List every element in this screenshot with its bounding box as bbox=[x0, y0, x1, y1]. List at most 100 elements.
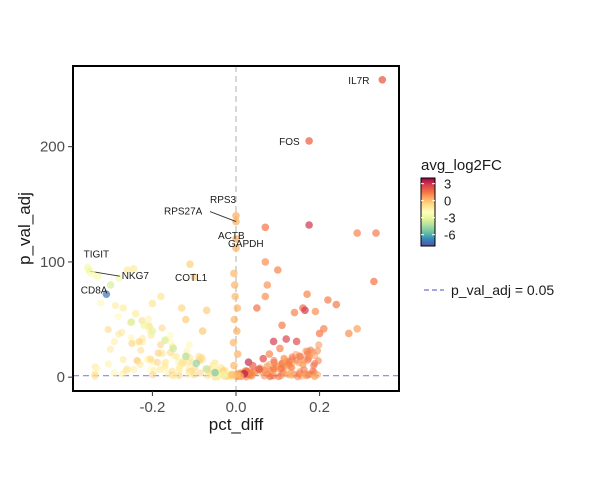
gene-point bbox=[255, 365, 263, 373]
gene-point bbox=[157, 292, 165, 301]
gene-point bbox=[110, 338, 118, 346]
colorbar-tick-label: 0 bbox=[444, 194, 451, 209]
gene-point bbox=[158, 324, 166, 332]
gene-point bbox=[192, 359, 201, 368]
gene-point bbox=[140, 321, 148, 330]
gene-label: COTL1 bbox=[175, 273, 208, 284]
gene-point bbox=[228, 371, 236, 379]
gene-point bbox=[230, 361, 238, 370]
gene-point bbox=[147, 355, 155, 363]
gene-point bbox=[287, 371, 296, 379]
gene-point bbox=[144, 315, 152, 323]
gene-point bbox=[231, 292, 239, 301]
gene-point bbox=[294, 373, 302, 381]
labeled-gene-point bbox=[378, 76, 387, 84]
gene-point bbox=[115, 274, 123, 282]
gene-point bbox=[278, 321, 286, 330]
x-tick-label: 0.2 bbox=[309, 399, 330, 416]
gene-point bbox=[230, 269, 238, 278]
gene-point bbox=[161, 365, 169, 373]
labeled-gene-point bbox=[232, 212, 240, 220]
gene-point bbox=[136, 360, 144, 369]
labeled-gene-point bbox=[232, 217, 240, 226]
gene-point bbox=[332, 300, 341, 309]
gene-point bbox=[261, 223, 270, 232]
gene-point bbox=[106, 281, 115, 289]
gene-point bbox=[131, 310, 140, 318]
gene-point bbox=[285, 358, 293, 366]
gene-point bbox=[128, 339, 136, 348]
gene-point bbox=[167, 338, 175, 347]
gene-point bbox=[127, 318, 136, 326]
gene-label: RPS3 bbox=[210, 195, 237, 206]
threshold-legend-label: p_val_adj = 0.05 bbox=[451, 282, 554, 298]
label-leader-line bbox=[209, 211, 237, 223]
gene-point bbox=[123, 365, 131, 373]
gene-point bbox=[230, 281, 239, 289]
gene-point bbox=[195, 352, 203, 360]
gene-point bbox=[269, 337, 278, 346]
gene-point bbox=[290, 308, 299, 317]
gene-point bbox=[310, 362, 318, 370]
gene-point bbox=[295, 352, 303, 360]
gene-point bbox=[345, 329, 353, 338]
gene-point bbox=[202, 365, 211, 373]
gene-point bbox=[314, 357, 322, 365]
gene-point bbox=[261, 292, 270, 301]
gene-point bbox=[229, 338, 238, 347]
gene-point bbox=[311, 307, 320, 316]
x-tick-label: -0.2 bbox=[139, 399, 165, 416]
gene-point bbox=[114, 313, 122, 321]
labeled-gene-point bbox=[186, 260, 194, 269]
gene-point bbox=[177, 304, 186, 312]
gene-point bbox=[94, 272, 102, 280]
gene-point bbox=[370, 277, 378, 286]
gene-point bbox=[236, 372, 244, 380]
gene-point bbox=[263, 281, 272, 289]
gene-point bbox=[302, 370, 310, 379]
gene-point bbox=[106, 345, 114, 353]
gene-label: ACTB bbox=[218, 231, 245, 242]
gene-point bbox=[253, 304, 261, 312]
gene-label: GAPDH bbox=[228, 239, 264, 250]
axes: -0.2 0.0 0.2 0 100 200 pct_diff p_val_adj bbox=[15, 139, 330, 434]
gene-point bbox=[305, 221, 313, 229]
colorbar-title: avg_log2FC bbox=[421, 157, 502, 174]
y-axis-title: p_val_adj bbox=[15, 192, 34, 265]
gene-point bbox=[97, 299, 105, 307]
colorbar-tick-label: -6 bbox=[444, 228, 456, 243]
gene-point bbox=[148, 327, 157, 335]
gene-point bbox=[161, 359, 169, 367]
gene-point bbox=[303, 290, 311, 299]
gene-point bbox=[196, 369, 204, 377]
gene-point bbox=[169, 344, 178, 353]
gene-point bbox=[110, 369, 118, 377]
gene-point bbox=[211, 368, 219, 377]
legend: avg_log2FC 3 0 -3 -6 p_val_adj = 0.05 bbox=[420, 157, 554, 298]
gene-label: RPS27A bbox=[164, 207, 203, 218]
gene-point bbox=[324, 296, 332, 304]
gene-point bbox=[259, 354, 268, 363]
gene-point bbox=[102, 290, 111, 299]
gene-point bbox=[104, 325, 112, 334]
gene-point bbox=[230, 315, 239, 324]
gene-point bbox=[190, 371, 198, 379]
gene-point bbox=[161, 336, 169, 345]
gene-point bbox=[198, 327, 207, 335]
y-tick-label: 200 bbox=[40, 139, 65, 156]
gene-point bbox=[127, 334, 135, 342]
gene-point bbox=[104, 360, 112, 368]
gene-point bbox=[233, 327, 241, 335]
gene-point bbox=[182, 352, 190, 361]
gene-point bbox=[308, 348, 316, 356]
gene-point bbox=[353, 229, 362, 237]
gene-point bbox=[148, 371, 157, 379]
labeled-gene-point bbox=[232, 235, 240, 243]
gene-point bbox=[182, 315, 190, 324]
gene-point bbox=[353, 325, 362, 333]
gene-point bbox=[119, 356, 127, 364]
gene-point bbox=[261, 258, 270, 266]
gene-point bbox=[184, 358, 193, 367]
gene-point bbox=[211, 360, 219, 368]
